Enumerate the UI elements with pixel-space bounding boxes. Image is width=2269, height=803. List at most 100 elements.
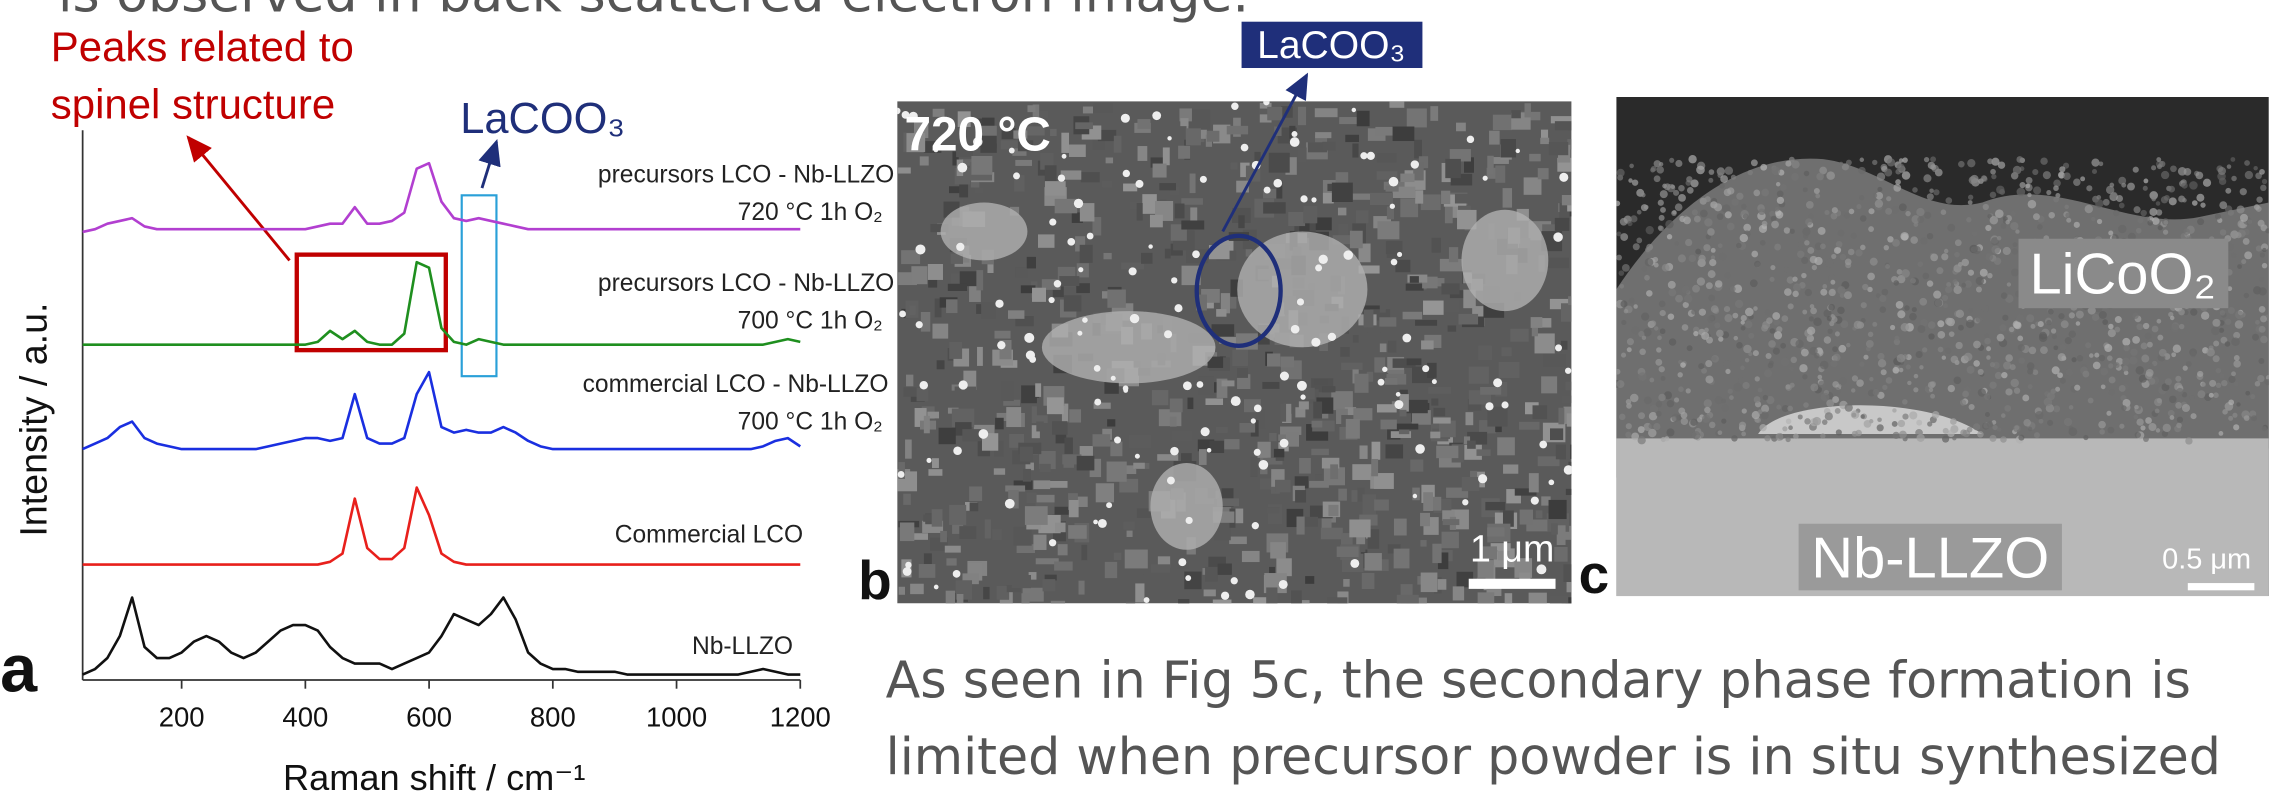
grain <box>2197 218 2204 225</box>
grain <box>1036 421 1043 431</box>
x-tick-label: 800 <box>530 701 576 732</box>
grain <box>1909 313 1917 321</box>
grain <box>1826 171 1835 180</box>
grain <box>1684 295 1692 303</box>
grain <box>1126 601 1135 608</box>
grain <box>1751 251 1758 258</box>
grain <box>1678 254 1686 262</box>
grain <box>920 381 928 389</box>
grain <box>1637 210 1642 215</box>
grain <box>1985 412 1990 417</box>
grain <box>2113 210 2119 216</box>
grain <box>905 440 912 459</box>
grain <box>899 311 906 318</box>
grain <box>1441 283 1459 294</box>
grain <box>1969 404 1975 410</box>
grain <box>1784 267 1790 273</box>
grain <box>1133 463 1145 469</box>
grain <box>1175 204 1185 219</box>
grain <box>2141 355 2149 363</box>
grain <box>2069 331 2076 338</box>
grain <box>1069 500 1079 517</box>
grain <box>1638 436 1646 444</box>
grain <box>2234 355 2240 361</box>
grain <box>2219 431 2224 436</box>
grain <box>1651 166 1657 172</box>
grain <box>2227 164 2232 169</box>
grain <box>1711 305 1719 313</box>
grain <box>1916 351 1923 358</box>
grain <box>2184 168 2192 176</box>
x-tick-label: 400 <box>282 701 328 732</box>
grain <box>1884 245 1889 250</box>
grain <box>2085 342 2091 348</box>
grain <box>1052 421 1067 435</box>
grain <box>2156 209 2162 215</box>
grain <box>1038 234 1055 247</box>
grain <box>2163 424 2171 432</box>
grain <box>1922 273 1929 280</box>
grain <box>1807 247 1814 254</box>
slide: is observed in back scattered electron i… <box>0 0 2269 803</box>
grain <box>1406 284 1424 291</box>
grain <box>2144 179 2149 184</box>
grain <box>1420 513 1430 526</box>
grain <box>1501 401 1508 408</box>
grain <box>1723 360 1731 368</box>
grain <box>1250 457 1257 477</box>
grain <box>2136 366 2144 374</box>
grain <box>1826 399 1834 407</box>
grain <box>1776 433 1784 441</box>
grain <box>2197 371 2203 377</box>
grain <box>1216 309 1226 317</box>
highlight-box <box>297 255 446 350</box>
grain <box>2129 356 2137 364</box>
grain <box>2009 327 2014 332</box>
grain <box>1015 267 1028 277</box>
grain <box>1805 218 1812 225</box>
grain <box>1669 338 1676 345</box>
grain <box>1692 209 1698 215</box>
grain <box>1856 379 1864 387</box>
grain <box>1465 412 1473 425</box>
grain <box>1096 483 1114 502</box>
grain <box>2015 229 2019 233</box>
grain <box>2254 204 2260 210</box>
grain <box>2026 314 2034 322</box>
grain <box>1711 248 1716 253</box>
grain <box>1297 298 1304 305</box>
grain <box>1721 399 1726 404</box>
grain <box>2118 225 2126 233</box>
grain <box>1962 391 1969 398</box>
grain <box>1771 221 1779 229</box>
grain <box>1786 419 1792 425</box>
grain <box>1644 275 1650 281</box>
grain <box>2028 200 2037 209</box>
grain <box>1188 398 1194 409</box>
grain <box>1092 434 1110 446</box>
grain <box>1291 325 1300 334</box>
image-label: Nb-LLZO <box>1811 526 2049 590</box>
grain <box>1885 208 1892 215</box>
grain <box>2122 358 2130 366</box>
grain <box>1832 346 1838 352</box>
grain <box>2179 324 2184 329</box>
grain <box>1104 253 1112 259</box>
grain <box>2231 176 2237 182</box>
annotation: LaCOO₃ <box>460 95 625 143</box>
grain <box>1978 369 1984 375</box>
grain <box>1893 184 1901 192</box>
grain <box>1868 226 1874 232</box>
grain <box>1106 158 1113 164</box>
grain <box>915 244 925 254</box>
grain <box>1827 329 1832 334</box>
grain <box>1967 366 1975 374</box>
grain <box>1727 223 1735 231</box>
grain <box>1792 291 1798 297</box>
grain <box>1753 190 1760 197</box>
grain <box>2092 314 2099 321</box>
grain <box>916 321 923 328</box>
grain <box>1315 132 1331 138</box>
grain <box>1375 127 1394 136</box>
grain <box>1340 347 1350 357</box>
